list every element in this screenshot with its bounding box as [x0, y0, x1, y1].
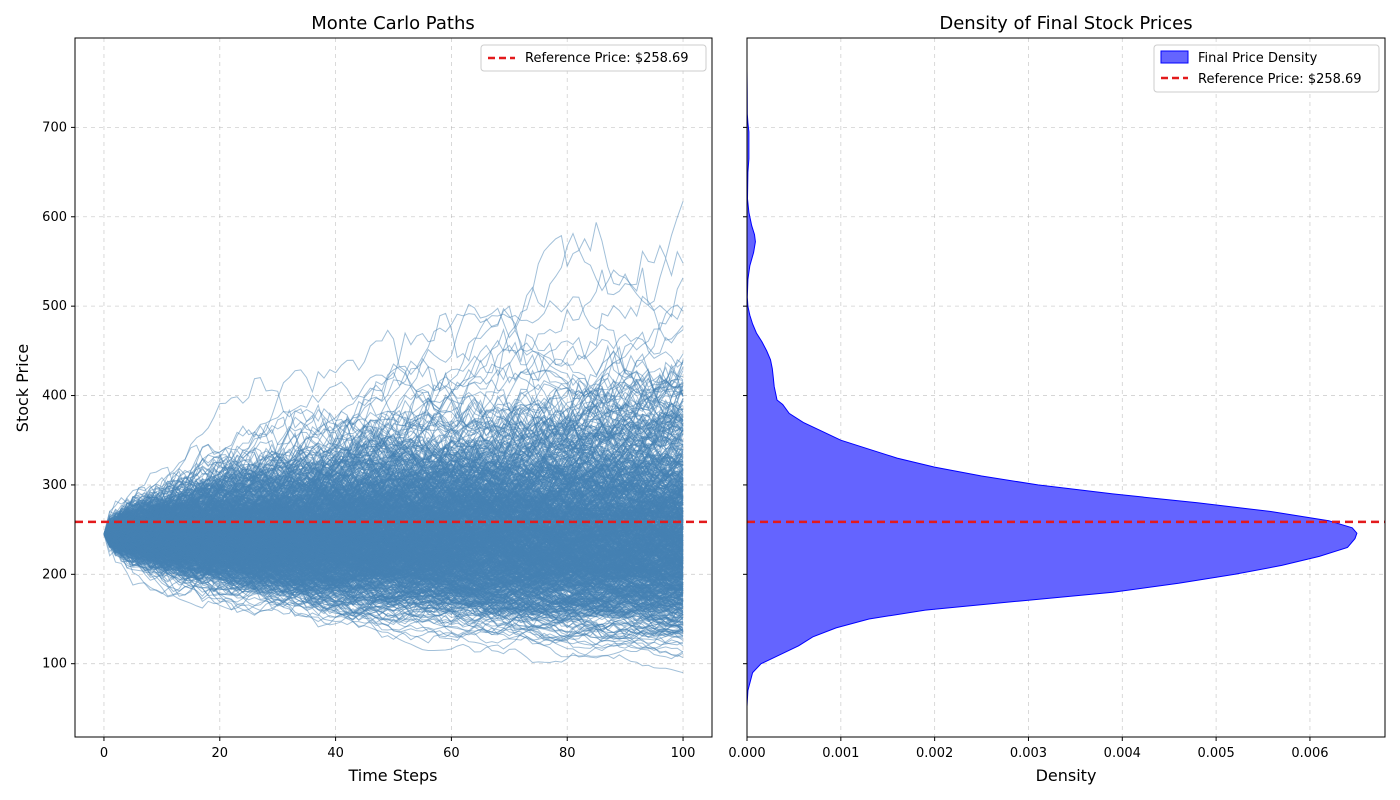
left-y-tick-label: 500	[42, 299, 67, 314]
simulation-path	[103, 477, 684, 549]
simulation-path	[103, 533, 684, 646]
simulation-path	[103, 307, 684, 535]
simulation-path	[103, 452, 684, 544]
left-x-tick-label: 40	[327, 746, 344, 761]
simulation-path	[103, 277, 684, 535]
simulation-path	[103, 460, 684, 550]
left-x-tick-label: 0	[100, 746, 108, 761]
right-plot-frame	[746, 37, 1386, 738]
simulation-path	[103, 296, 684, 535]
right-x-tick-label: 0.003	[1010, 746, 1047, 761]
right-legend-box	[1153, 44, 1380, 93]
right-chart-title: Density of Final Stock Prices	[939, 13, 1192, 34]
right-legend-density-label: Final Price Density	[1198, 51, 1318, 66]
simulation-path	[103, 457, 684, 552]
left-chart-title: Monte Carlo Paths	[311, 13, 474, 34]
left-y-tick-label: 600	[42, 210, 67, 225]
simulation-path	[103, 483, 684, 550]
left-legend-box	[480, 44, 707, 72]
simulation-path	[103, 504, 684, 597]
left-x-tick-label: 60	[443, 746, 460, 761]
simulation-path	[103, 531, 684, 594]
right-legend-reference-label: Reference Price: $258.69	[1198, 72, 1362, 87]
left-y-axis-label: Stock Price	[13, 344, 32, 432]
simulation-path	[103, 530, 684, 600]
simulation-path	[103, 529, 684, 593]
simulation-path	[103, 519, 684, 571]
left-legend: Reference Price: $258.69	[480, 44, 707, 72]
simulation-path	[103, 533, 684, 638]
density-group	[747, 70, 1358, 707]
simulation-path	[103, 533, 684, 613]
left-y-tick-label: 100	[42, 657, 67, 672]
simulation-path	[103, 471, 684, 566]
simulation-path	[103, 522, 684, 609]
simulation-path	[103, 505, 684, 571]
left-plot-frame	[74, 37, 713, 738]
simulation-path	[103, 384, 684, 538]
left-y-tick-label: 200	[42, 567, 67, 582]
right-legend: Final Price Density Reference Price: $25…	[1153, 44, 1380, 93]
simulation-path	[103, 477, 684, 569]
left-y-ticks: 100 200 300 400 500 600 700	[42, 120, 75, 672]
simulation-path	[103, 531, 684, 599]
simulation-path	[103, 358, 684, 535]
simulation-path	[103, 485, 684, 551]
left-x-ticks: 0 20 40 60 80 100	[100, 737, 696, 761]
left-x-tick-label: 20	[211, 746, 228, 761]
right-x-tick-label: 0.005	[1198, 746, 1235, 761]
right-x-tick-label: 0.002	[916, 746, 953, 761]
left-y-tick-label: 700	[42, 120, 67, 135]
simulation-path	[103, 526, 684, 626]
right-x-tick-label: 0.006	[1291, 746, 1328, 761]
left-y-tick-label: 400	[42, 389, 67, 404]
simulation-path	[103, 507, 684, 587]
density-area	[747, 70, 1358, 707]
simulation-path	[103, 434, 684, 543]
right-x-axis-label: Density	[1036, 766, 1097, 785]
simulation-path	[103, 533, 684, 643]
right-x-tick-label: 0.004	[1104, 746, 1141, 761]
right-x-ticks: 0.000 0.001 0.002 0.003 0.004 0.005 0.006	[728, 737, 1329, 761]
density-panel: 0.000 0.001 0.002 0.003 0.004 0.005 0.006 Dens…	[728, 13, 1386, 785]
monte-carlo-paths-panel: 0 20 40 60 80 100 100 200 300 400 500 600 700 Monte…	[13, 13, 713, 785]
left-x-tick-label: 100	[671, 746, 696, 761]
left-x-tick-label: 80	[559, 746, 576, 761]
simulation-path	[103, 325, 684, 550]
simulation-path	[103, 482, 684, 569]
paths-group	[103, 201, 684, 674]
right-legend-density-swatch	[1160, 50, 1189, 64]
right-x-tick-label: 0.001	[822, 746, 859, 761]
simulation-path	[103, 529, 684, 583]
simulation-path	[103, 527, 684, 621]
simulation-path	[103, 516, 684, 572]
right-y-ticks	[743, 126, 747, 665]
right-grid	[746, 38, 1385, 737]
right-x-tick-label: 0.000	[728, 746, 765, 761]
left-y-tick-label: 300	[42, 478, 67, 493]
left-x-axis-label: Time Steps	[347, 766, 437, 785]
simulation-path	[103, 520, 684, 577]
left-legend-reference-label: Reference Price: $258.69	[525, 51, 689, 66]
